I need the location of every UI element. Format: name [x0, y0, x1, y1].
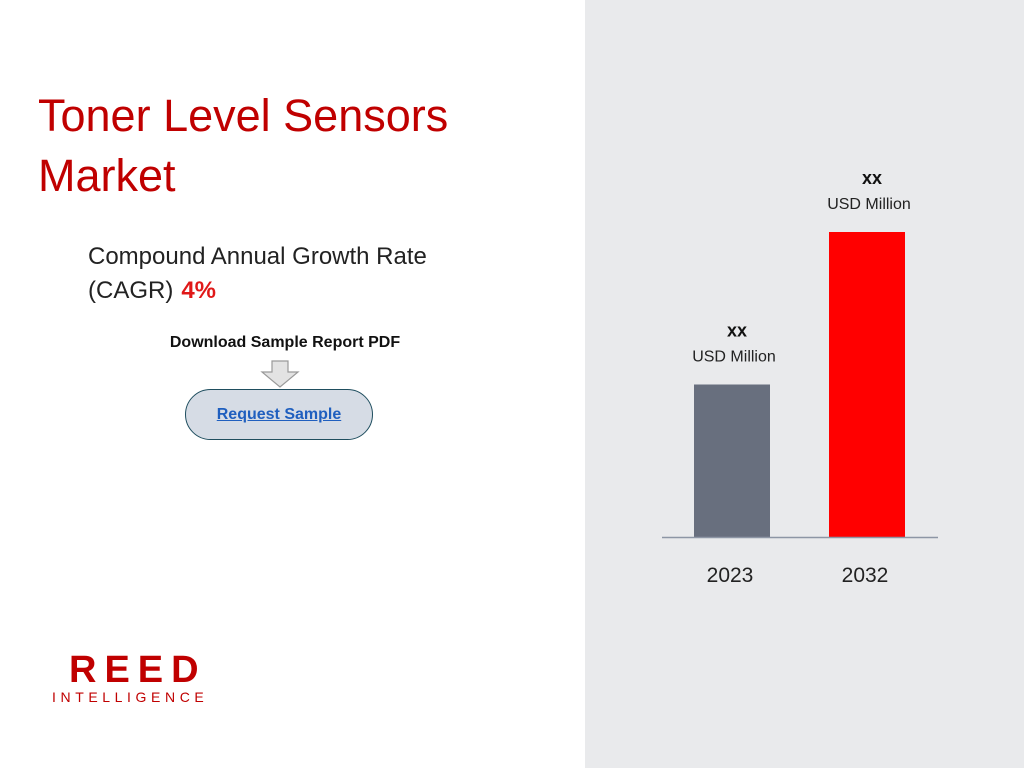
cagr-label-line2: (CAGR) — [88, 277, 174, 304]
bar-2023 — [694, 384, 770, 537]
chart-panel: xx USD Million 2023 xx USD Million 2032 — [585, 0, 1024, 768]
down-arrow-icon — [260, 360, 300, 388]
bar-value-label-2023: xx — [727, 321, 747, 341]
cagr-block: Compound Annual Growth Rate (CAGR) 4% — [88, 240, 508, 308]
cagr-label-line1: Compound Annual Growth Rate — [88, 243, 427, 270]
logo-text-top: REED — [69, 649, 207, 691]
bar-chart: xx USD Million 2023 xx USD Million 2032 — [662, 168, 938, 587]
reed-intelligence-logo: REED INTELLIGENCE — [52, 650, 222, 710]
bar-unit-label-2032: USD Million — [827, 196, 911, 213]
request-sample-link[interactable]: Request Sample — [216, 405, 342, 423]
bar-2032 — [829, 232, 905, 537]
x-tick-label-2032: 2032 — [842, 564, 889, 587]
logo-text-bottom: INTELLIGENCE — [52, 689, 209, 705]
bar-unit-label-2023: USD Million — [692, 349, 776, 366]
x-tick-label-2023: 2023 — [707, 564, 754, 587]
cagr-label-line2-row: (CAGR) 4% — [88, 274, 508, 308]
left-panel: Toner Level Sensors Market Compound Annu… — [38, 90, 508, 710]
cagr-value: 4% — [181, 277, 217, 304]
download-label: Download Sample Report PDF — [169, 334, 401, 351]
request-sample-button[interactable]: Request Sample — [185, 389, 373, 440]
bar-value-label-2032: xx — [862, 168, 882, 188]
page-title: Toner Level Sensors Market — [38, 90, 449, 201]
